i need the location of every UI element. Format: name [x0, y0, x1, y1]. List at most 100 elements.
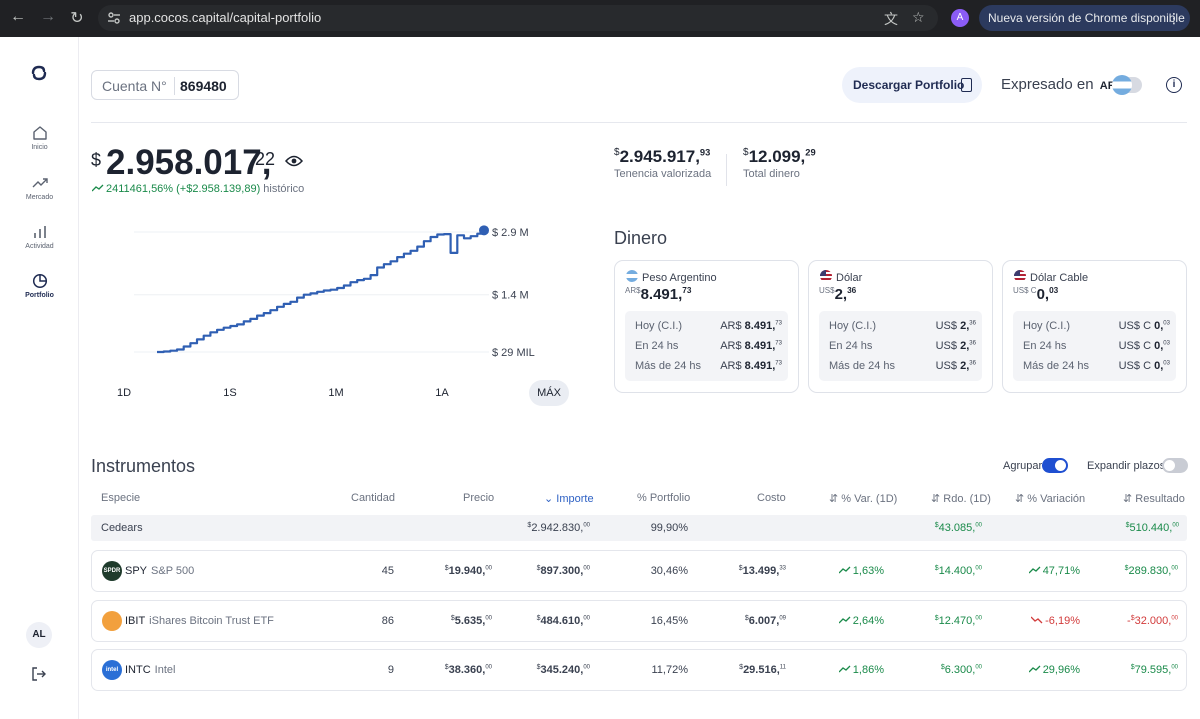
- resultado: $289.830,00: [1124, 565, 1178, 577]
- back-icon[interactable]: ←: [10, 8, 26, 25]
- usa-flag-icon: [820, 270, 832, 282]
- card-currency: US$ C: [1013, 286, 1037, 295]
- variacion: 29,96%: [1028, 664, 1080, 676]
- variacion: 47,71%: [1028, 565, 1080, 577]
- info-icon[interactable]: i: [1166, 77, 1182, 93]
- user-avatar[interactable]: AL: [26, 622, 52, 648]
- trend-down-icon: [1031, 616, 1043, 624]
- change-suffix: histórico: [263, 183, 305, 195]
- col-var1d[interactable]: ⇵ % Var. (1D): [829, 492, 897, 505]
- resultado-dec: 00: [1171, 664, 1178, 671]
- money-card-ars[interactable]: Peso Argentino AR$8.491,73 Hoy (C.I.) AR$…: [614, 260, 799, 393]
- expandir-toggle[interactable]: [1162, 458, 1188, 473]
- star-icon[interactable]: ☆: [912, 9, 925, 25]
- instrument-row[interactable]: IBIT iShares Bitcoin Trust ETF 86 $5.635,00…: [91, 600, 1187, 642]
- account-selector[interactable]: Cuenta N° 869480: [91, 70, 239, 100]
- money-card-usd-cable[interactable]: Dólar Cable US$ C0,03 Hoy (C.I.) US$ C 0,…: [1002, 260, 1187, 393]
- money-card-usd[interactable]: Dólar US$2,36 Hoy (C.I.) US$ 2,36 En 24 h…: [808, 260, 993, 393]
- row-cur: US$: [935, 320, 958, 332]
- range-1d[interactable]: 1D: [116, 387, 132, 399]
- group-row-cedears[interactable]: Cedears $2.942.830,00 99,90% $43.085,00 …: [91, 515, 1187, 541]
- precio-int: 19.940,: [448, 565, 486, 577]
- agrupar-label: Agrupar: [1003, 460, 1043, 472]
- col-resultado[interactable]: ⇵ Resultado: [1123, 492, 1185, 505]
- url-text[interactable]: app.cocos.capital/capital-portfolio: [129, 10, 322, 25]
- row-label: Hoy (C.I.): [1023, 320, 1071, 332]
- ibit-logo-icon: [102, 611, 122, 631]
- portfolio-chart[interactable]: $ 2.9 M $ 1.4 M $ 29 MIL: [119, 212, 559, 362]
- agrupar-toggle[interactable]: [1042, 458, 1068, 473]
- range-1s[interactable]: 1S: [223, 387, 237, 399]
- instrument-row[interactable]: SPDR SPY S&P 500 45 $19.940,00 $897.300,00 30,…: [91, 550, 1187, 592]
- variacion-value: 47,71%: [1042, 565, 1080, 577]
- total-currency: $: [743, 147, 749, 158]
- col-portfolio[interactable]: % Portfolio: [637, 492, 691, 504]
- divider: [174, 77, 175, 95]
- sidebar-item-portfolio[interactable]: Portfolio: [0, 273, 79, 299]
- last-point[interactable]: [479, 225, 489, 236]
- sidebar-item-inicio[interactable]: Inicio: [0, 125, 79, 151]
- col-importe[interactable]: ⌄ Importe: [544, 492, 594, 505]
- col-variacion[interactable]: ⇵ % Variación: [1015, 492, 1085, 505]
- resultado-dec: 00: [1171, 565, 1178, 572]
- rdo-int: 12.470,: [938, 615, 976, 627]
- precio-dec: 00: [485, 565, 492, 572]
- range-max[interactable]: MÁX: [529, 380, 569, 406]
- range-1a[interactable]: 1A: [435, 387, 449, 399]
- var-1d-value: 1,86%: [852, 664, 884, 676]
- card-rows: Hoy (C.I.) US$ C 0,03 En 24 hs US$ C 0,03 …: [1013, 311, 1176, 381]
- forward-icon[interactable]: →: [40, 8, 56, 25]
- download-portfolio-button[interactable]: Descargar Portfolio: [842, 67, 982, 103]
- row-int: 2,: [960, 360, 970, 372]
- account-number: 869480: [180, 78, 227, 94]
- sidebar-item-label: Actividad: [25, 243, 54, 250]
- col-precio[interactable]: Precio: [463, 492, 495, 504]
- card-dec: 36: [847, 286, 857, 295]
- importe: $345.240,00: [536, 664, 590, 676]
- trend-up-icon: [1028, 665, 1041, 673]
- currency-toggle[interactable]: [1112, 75, 1142, 95]
- group-rdo-int: 43.085,: [938, 522, 976, 534]
- tenencia-dec: 93: [699, 147, 711, 158]
- eye-icon[interactable]: [285, 155, 303, 167]
- rdo-1d: $6.300,00: [940, 664, 982, 676]
- group-resultado: $510.440,00: [1125, 522, 1179, 534]
- chrome-update-button[interactable]: Nueva versión de Chrome disponible ⋮: [979, 5, 1190, 31]
- col-var1d-label: % Var. (1D): [841, 493, 898, 505]
- instrument-name: IBIT iShares Bitcoin Trust ETF: [125, 615, 274, 627]
- row-cur: US$ C: [1118, 360, 1152, 372]
- col-especie[interactable]: Especie: [101, 492, 141, 504]
- cocos-logo-icon[interactable]: [29, 64, 49, 82]
- row-dec: 03: [1163, 320, 1170, 327]
- instrument-row[interactable]: intel INTC Intel 9 $38.360,00 $345.240,00 11,7…: [91, 649, 1187, 691]
- range-1m[interactable]: 1M: [328, 387, 344, 399]
- address-bar[interactable]: app.cocos.capital/capital-portfolio 文 ☆: [98, 5, 938, 31]
- card-row: Hoy (C.I.) AR$ 8.491,73: [635, 320, 782, 332]
- reload-icon[interactable]: ↻: [70, 10, 84, 27]
- total-dinero-summary: $12.099,29 Total dinero: [743, 147, 816, 180]
- importe-dec: 00: [583, 565, 590, 572]
- row-dec: 73: [775, 360, 782, 367]
- col-costo[interactable]: Costo: [757, 492, 786, 504]
- row-int: 0,: [1154, 360, 1164, 372]
- currency-selector-label: Expresado en ARS: [1001, 76, 1123, 93]
- importe: $897.300,00: [536, 565, 590, 577]
- tenencia-label: Tenencia valorizada: [614, 168, 712, 180]
- row-label: Más de 24 hs: [1023, 360, 1090, 372]
- trend-up-icon: [838, 616, 851, 624]
- importe-int: 484.610,: [540, 615, 584, 627]
- rdo-dec: 00: [975, 565, 982, 572]
- menu-dots-icon[interactable]: ⋮: [1167, 10, 1181, 26]
- translate-icon[interactable]: 文: [884, 11, 898, 27]
- profile-avatar[interactable]: A: [951, 9, 969, 27]
- sidebar-item-actividad[interactable]: Actividad: [0, 224, 79, 250]
- col-rdo1d[interactable]: ⇵ Rdo. (1D): [931, 492, 991, 505]
- row-cur: US$: [935, 360, 958, 372]
- sidebar-item-mercado[interactable]: Mercado: [0, 175, 79, 201]
- col-cantidad[interactable]: Cantidad: [351, 492, 396, 504]
- logout-icon[interactable]: [31, 666, 47, 682]
- precio-int: 5.635,: [454, 615, 486, 627]
- site-settings-icon[interactable]: [106, 10, 122, 26]
- group-rdo: $43.085,00: [934, 522, 982, 534]
- update-label: Nueva versión de Chrome disponible: [988, 11, 1185, 25]
